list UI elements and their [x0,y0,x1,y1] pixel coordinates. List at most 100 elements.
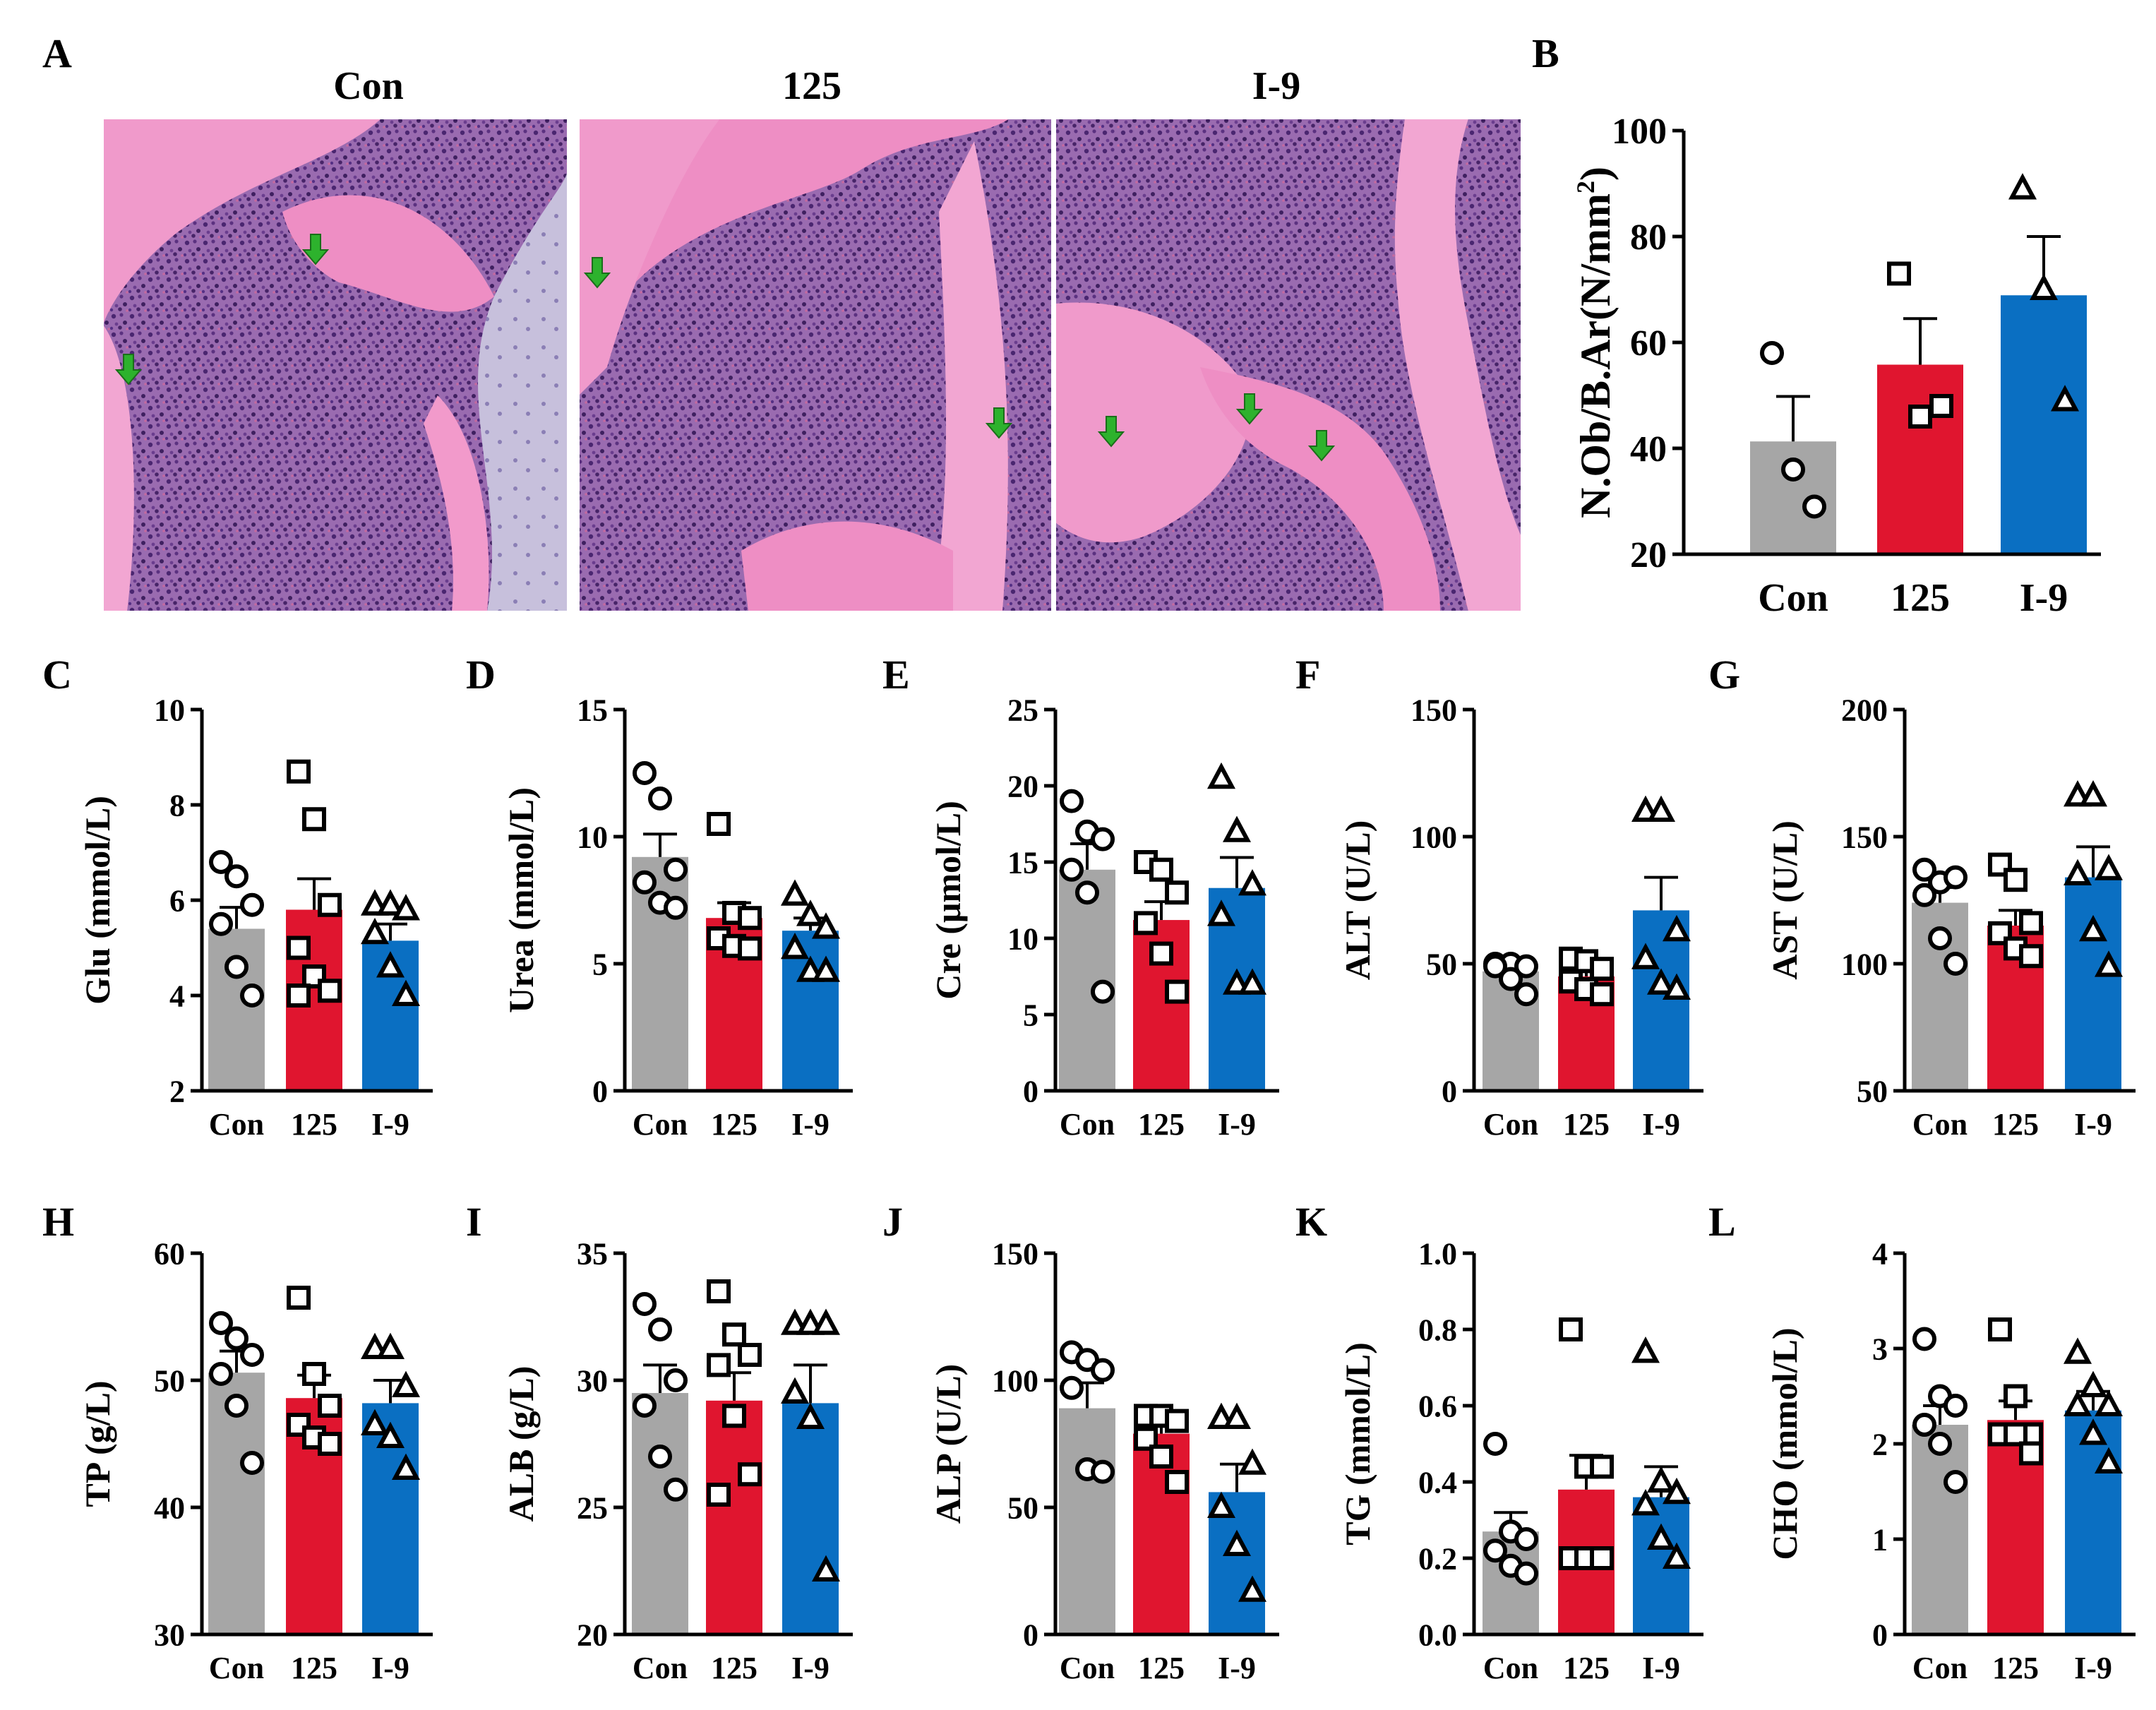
bar-l-2 [2065,1410,2121,1634]
y-axis-label-sup-b: 2 [1571,181,1600,193]
arrow-icon [301,234,330,265]
data-point-b-0-2 [1802,494,1826,519]
data-point-d-0-5 [664,895,688,920]
y-axis-label-text-k: TG (mmol/L) [1338,1342,1377,1545]
y-axis-label-text-i: ALB (g/L) [501,1366,541,1522]
chart-j: J Con 125 I-9 0 50 100 150 ALP (U/L) [882,1199,1279,1685]
data-point-l-0-0 [1912,1327,1936,1351]
data-point-h-1-1 [302,1362,326,1386]
data-point-k-2-4 [1646,1523,1676,1550]
data-point-c-0-0 [209,850,233,874]
panel-label-j: J [882,1199,903,1245]
bar-i-0 [632,1393,688,1634]
data-point-i-0-4 [648,1445,672,1469]
data-point-k-2-1 [1646,1466,1676,1493]
data-point-e-1-4 [1149,941,1173,966]
data-point-e-2-2 [1238,869,1267,896]
x-tick-label-l-0: Con [1912,1651,1968,1685]
x-tick-label-k-0: Con [1483,1651,1538,1685]
data-point-k-2-5 [1662,1542,1691,1569]
x-tick-label-g-0: Con [1912,1107,1968,1142]
data-point-k-1-2 [1590,1454,1614,1479]
y-axis-label-j: ALP (U/L) [928,1364,968,1524]
y-axis-label-text-j: ALP (U/L) [928,1364,968,1524]
data-point-i-2-5 [811,1555,841,1582]
data-point-d-1-5 [738,936,762,961]
data-point-l-1-5 [2019,1441,2043,1466]
data-point-c-1-2 [318,892,342,917]
data-point-k-1-0 [1559,1317,1583,1341]
data-point-d-0-2 [664,857,688,882]
x-tick-label-e-1: 125 [1138,1107,1185,1142]
y-tick-label-j-0: 0 [1023,1618,1038,1652]
data-point-c-0-4 [224,955,248,979]
x-tick-label-l-2: I-9 [2074,1651,2112,1685]
y-tick-label-b-2: 60 [1630,323,1667,364]
data-point-l-2-1 [2078,1370,2108,1397]
data-point-e-0-3 [1060,857,1084,882]
data-point-j-0-3 [1060,1375,1084,1400]
data-point-d-0-3 [633,870,657,895]
y-tick-label-k-3: 0.6 [1418,1389,1457,1423]
data-point-h-1-2 [318,1394,342,1418]
y-tick-label-e-3: 15 [1007,845,1038,880]
panel-label-e: E [882,652,910,698]
y-axis-label-text-e: Cre (μmol/L) [928,801,968,1000]
x-tick-label-d-1: 125 [711,1107,757,1142]
arrow-icon [583,257,611,289]
data-point-h-0-2 [240,1343,264,1367]
chart-b: B Con 125 I-9 20 40 60 80 100 N.Ob/B.Ar(N/mm2) [1532,30,2101,620]
bar-b-2 [2001,295,2087,554]
x-tick-label-f-1: 125 [1563,1107,1610,1142]
x-tick-label-h-0: Con [209,1651,264,1685]
y-tick-label-k-4: 0.8 [1418,1313,1457,1347]
data-point-c-1-6 [287,983,311,1008]
data-point-g-0-2 [1944,865,1968,890]
y-tick-label-c-3: 8 [169,788,185,823]
y-tick-label-l-0: 0 [1872,1618,1888,1652]
y-tick-label-f-2: 100 [1411,820,1457,854]
y-axis-label-text-h: TP (g/L) [78,1380,117,1507]
x-tick-label-g-1: 125 [1992,1107,2039,1142]
y-tick-label-c-1: 4 [169,979,185,1013]
y-tick-label-e-4: 20 [1007,769,1038,803]
y-tick-label-g-3: 200 [1841,693,1888,727]
y-tick-label-l-4: 4 [1872,1236,1888,1271]
y-tick-label-g-2: 150 [1841,820,1888,854]
data-point-j-2-4 [1222,1529,1252,1556]
y-axis-label-f: ALT (U/L) [1338,820,1377,980]
data-point-b-2-0 [2008,173,2037,200]
y-axis-label-text-g: AST (U/L) [1765,820,1804,980]
data-point-d-2-1 [796,899,825,926]
data-point-h-2-4 [376,1421,405,1448]
data-point-i-1-4 [722,1404,746,1428]
y-axis-label-i: ALB (g/L) [501,1366,541,1522]
y-tick-label-b-4: 100 [1612,112,1667,152]
panel-label-c: C [42,652,72,698]
x-tick-label-g-2: I-9 [2074,1107,2112,1142]
data-point-j-2-1 [1222,1402,1252,1429]
data-point-c-2-4 [376,951,405,978]
data-point-e-1-3 [1134,911,1158,935]
bar-g-2 [2065,877,2121,1091]
y-tick-label-j-1: 50 [1007,1490,1038,1525]
y-axis-label-text-f: ALT (U/L) [1338,820,1377,980]
chart-k: K Con 125 I-9 0.0 0.2 0.4 0.6 0.8 1.0 TG (mmol/L) [1295,1199,1703,1685]
y-axis-label-b: N.Ob/B.Ar(N/mm2) [1571,167,1619,518]
y-tick-label-c-4: 10 [154,693,185,727]
chart-h: H Con 125 I-9 30 40 50 60 TP (g/L) [42,1199,433,1685]
data-point-b-1-0 [1887,261,1911,286]
data-point-i-0-5 [664,1477,688,1502]
x-tick-label-d-2: I-9 [791,1107,830,1142]
arrow-icon [985,407,1013,439]
data-point-f-2-4 [1646,968,1676,995]
bar-i-1 [706,1400,762,1634]
y-tick-label-e-1: 5 [1023,998,1038,1032]
data-point-k-0-2 [1514,1527,1538,1551]
data-point-e-1-5 [1165,979,1189,1004]
data-point-c-0-5 [240,983,264,1008]
data-point-d-0-1 [648,787,672,811]
arrow-icon [1097,416,1125,448]
x-tick-label-j-2: I-9 [1218,1651,1256,1685]
data-point-d-2-3 [780,933,810,959]
